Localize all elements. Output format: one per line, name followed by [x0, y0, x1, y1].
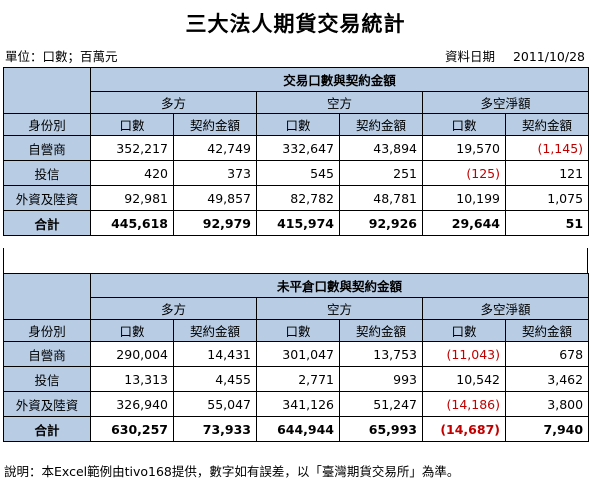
- data-cell: 55,047: [173, 391, 257, 417]
- row-label: 外資及陸資: [3, 185, 91, 211]
- table-row: 自營商 352,217 42,749 332,647 43,894 19,570…: [3, 135, 590, 161]
- data-cell: 51: [504, 210, 590, 236]
- data-cell: 92,926: [339, 210, 423, 236]
- data-cell: 3,800: [504, 391, 590, 417]
- table-row: 自營商 290,004 14,431 301,047 13,753 (11,04…: [3, 341, 590, 367]
- table-row: 外資及陸資 326,940 55,047 341,126 51,247 (14,…: [3, 391, 590, 417]
- column-header: 口數: [422, 319, 506, 342]
- column-header: 契約金額: [173, 319, 257, 342]
- section-title: 未平倉口數與契約金額: [89, 273, 590, 298]
- row-label: 自營商: [3, 135, 91, 161]
- column-header: 契約金額: [504, 113, 590, 136]
- data-cell: 993: [339, 366, 423, 392]
- data-cell: 13,313: [90, 366, 174, 392]
- group-net: 多空淨額: [421, 91, 590, 114]
- footnote: 說明：本Excel範例由tivo168提供，數字如有誤差，以「臺灣期貨交易所」為…: [4, 464, 460, 479]
- data-cell: 7,940: [504, 416, 590, 442]
- data-cell: 2,771: [256, 366, 340, 392]
- group-net: 多空淨額: [421, 297, 590, 320]
- data-cell: 352,217: [90, 135, 174, 161]
- total-row: 合計 630,257 73,933 644,944 65,993 (14,687…: [3, 416, 590, 442]
- data-cell: 420: [90, 160, 174, 186]
- table-row: 投信 420 373 545 251 (125) 121: [3, 160, 590, 186]
- column-header: 契約金額: [339, 113, 423, 136]
- data-cell: 1,075: [504, 185, 590, 211]
- date-value: 2011/10/28: [512, 49, 585, 64]
- date-label: 資料日期: [444, 49, 495, 64]
- data-cell: 92,979: [173, 210, 257, 236]
- data-cell: 373: [173, 160, 257, 186]
- column-header: 口數: [90, 113, 174, 136]
- data-cell-negative: (1,145): [504, 135, 590, 161]
- row-label: 合計: [3, 210, 91, 236]
- column-header: 口數: [422, 113, 506, 136]
- data-cell: 290,004: [90, 341, 174, 367]
- row-label: 合計: [3, 416, 91, 442]
- data-cell: 445,618: [90, 210, 174, 236]
- column-header: 口數: [256, 113, 340, 136]
- column-header: 口數: [90, 319, 174, 342]
- group-long: 多方: [90, 297, 257, 320]
- data-cell-negative: (14,687): [422, 416, 506, 442]
- data-cell: 43,894: [339, 135, 423, 161]
- data-cell: 545: [256, 160, 340, 186]
- data-cell: 10,199: [422, 185, 506, 211]
- data-cell: 48,781: [339, 185, 423, 211]
- data-cell: 29,644: [422, 210, 506, 236]
- data-cell-negative: (14,186): [422, 391, 506, 417]
- data-cell: 10,542: [422, 366, 506, 392]
- data-cell: 65,993: [339, 416, 423, 442]
- row-label: 自營商: [3, 341, 91, 367]
- spacer-row: [3, 248, 588, 273]
- unit-label: 單位：口數；百萬元: [5, 49, 118, 64]
- column-header: 契約金額: [339, 319, 423, 342]
- data-cell: 644,944: [256, 416, 340, 442]
- data-cell: 4,455: [173, 366, 257, 392]
- trading-volume-table: 交易口數與契約金額 多方 空方 多空淨額 身份別 口數 契約金額 口數 契約金額…: [3, 67, 590, 236]
- data-cell-negative: (11,043): [422, 341, 506, 367]
- data-cell: 332,647: [256, 135, 340, 161]
- data-cell: 13,753: [339, 341, 423, 367]
- row-label: 投信: [3, 366, 91, 392]
- group-short: 空方: [256, 91, 423, 114]
- row-label: 投信: [3, 160, 91, 186]
- data-cell: 51,247: [339, 391, 423, 417]
- row-header: 身份別: [3, 113, 91, 136]
- section-title: 交易口數與契約金額: [89, 67, 590, 92]
- data-cell: 415,974: [256, 210, 340, 236]
- data-cell-negative: (125): [422, 160, 506, 186]
- data-cell: 82,782: [256, 185, 340, 211]
- row-label: 外資及陸資: [3, 391, 91, 417]
- data-cell: 3,462: [504, 366, 590, 392]
- open-interest-table: 未平倉口數與契約金額 多方 空方 多空淨額 身份別 口數 契約金額 口數 契約金…: [3, 273, 590, 442]
- column-header: 契約金額: [173, 113, 257, 136]
- page-title: 三大法人期貨交易統計: [185, 12, 406, 36]
- corner-cell: [3, 273, 91, 320]
- data-cell: 92,981: [90, 185, 174, 211]
- data-cell: 630,257: [90, 416, 174, 442]
- group-long: 多方: [90, 91, 257, 114]
- data-cell: 42,749: [173, 135, 257, 161]
- column-header: 口數: [256, 319, 340, 342]
- total-row: 合計 445,618 92,979 415,974 92,926 29,644 …: [3, 210, 590, 236]
- data-cell: 14,431: [173, 341, 257, 367]
- table-row: 外資及陸資 92,981 49,857 82,782 48,781 10,199…: [3, 185, 590, 211]
- data-cell: 121: [504, 160, 590, 186]
- column-header: 契約金額: [504, 319, 590, 342]
- date-info: 資料日期 2011/10/28: [445, 46, 585, 65]
- data-cell: 341,126: [256, 391, 340, 417]
- data-cell: 19,570: [422, 135, 506, 161]
- data-cell: 73,933: [173, 416, 257, 442]
- row-header: 身份別: [3, 319, 91, 342]
- data-cell: 678: [504, 341, 590, 367]
- corner-cell: [3, 67, 91, 114]
- table-row: 投信 13,313 4,455 2,771 993 10,542 3,462: [3, 366, 590, 392]
- group-short: 空方: [256, 297, 423, 320]
- data-cell: 301,047: [256, 341, 340, 367]
- data-cell: 326,940: [90, 391, 174, 417]
- data-cell: 251: [339, 160, 423, 186]
- data-cell: 49,857: [173, 185, 257, 211]
